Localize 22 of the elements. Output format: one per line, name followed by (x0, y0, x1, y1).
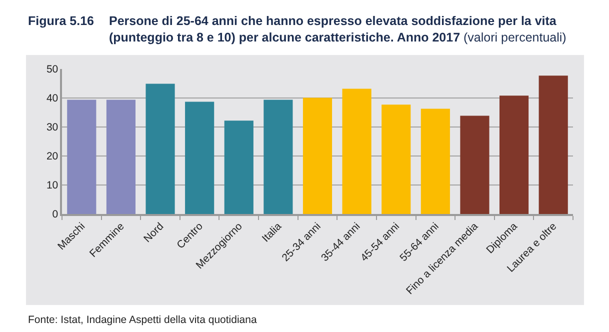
bar (264, 100, 293, 214)
y-tick-label: 50 (46, 64, 58, 76)
y-tick-label: 30 (46, 122, 58, 134)
bar (185, 102, 214, 214)
bar (420, 108, 450, 214)
chart-title: Persone di 25-64 anni che hanno espresso elevata soddisfazione per la vita (punteggio tra 8 e 10) per alcune caratteristiche. Anno 2017 (valori percentuali) (109, 14, 566, 44)
bar (106, 100, 136, 214)
text: Figura 5.16 (28, 14, 94, 28)
bar (67, 100, 96, 214)
bar (224, 120, 254, 214)
bar (382, 104, 411, 214)
bar (460, 116, 490, 214)
bar (499, 96, 529, 214)
bar (302, 98, 332, 214)
y-tick-label: 20 (46, 150, 58, 163)
source-note: Fonte: Istat, Indagine Aspetti della vita quotidiana (28, 314, 257, 326)
y-tick-label: 0 (52, 208, 58, 221)
bar (146, 84, 175, 214)
bar (342, 88, 372, 214)
y-tick-label: 10 (46, 180, 58, 192)
bar (538, 76, 568, 214)
y-tick-label: 40 (46, 92, 58, 105)
